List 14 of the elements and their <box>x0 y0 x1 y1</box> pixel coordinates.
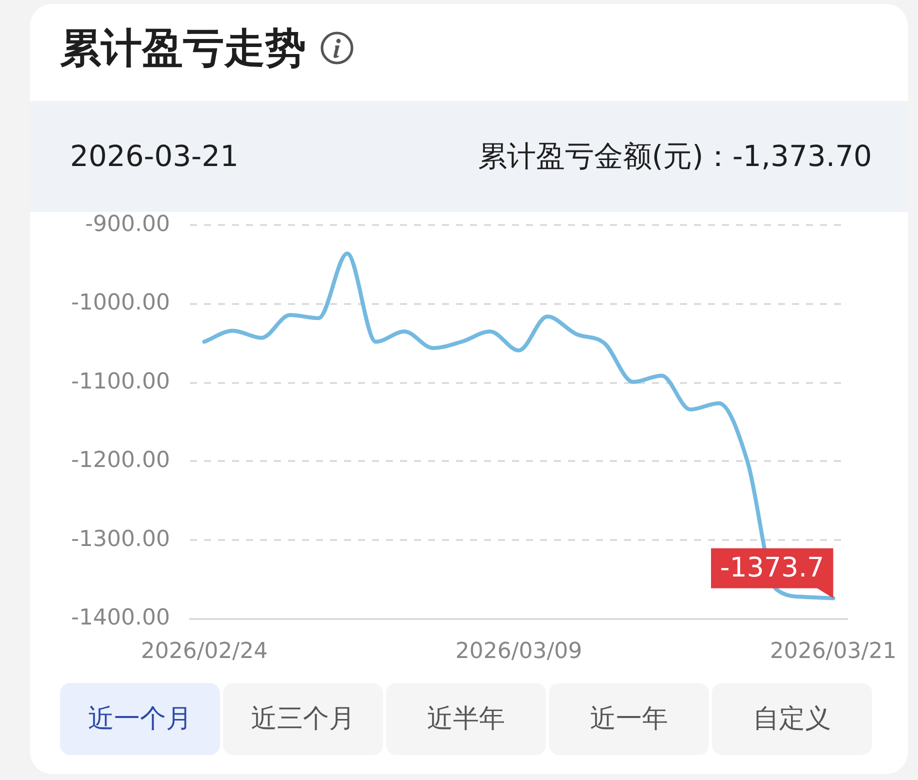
y-tick-label: -900.00 <box>85 212 170 237</box>
chart-title: 累计盈亏走势 <box>60 23 306 74</box>
y-tick-label: -1300.00 <box>71 526 170 552</box>
line-series <box>202 252 836 600</box>
x-tick-label: 2026/03/21 <box>770 638 897 664</box>
data-label: -1373.7 <box>720 552 824 584</box>
text: 2026-03-21 <box>70 138 239 175</box>
text: 累计盈亏金额(元)：-1,373.70 <box>478 138 872 175</box>
y-tick-label: -1100.00 <box>71 369 170 394</box>
y-tick-label: -1200.00 <box>71 448 170 474</box>
y-tick-label: -1400.00 <box>71 606 170 631</box>
y-tick-label: -1000.00 <box>71 290 170 316</box>
x-tick-label: 2026/03/09 <box>455 638 582 664</box>
x-tick-label: 2026/02/24 <box>140 638 268 664</box>
